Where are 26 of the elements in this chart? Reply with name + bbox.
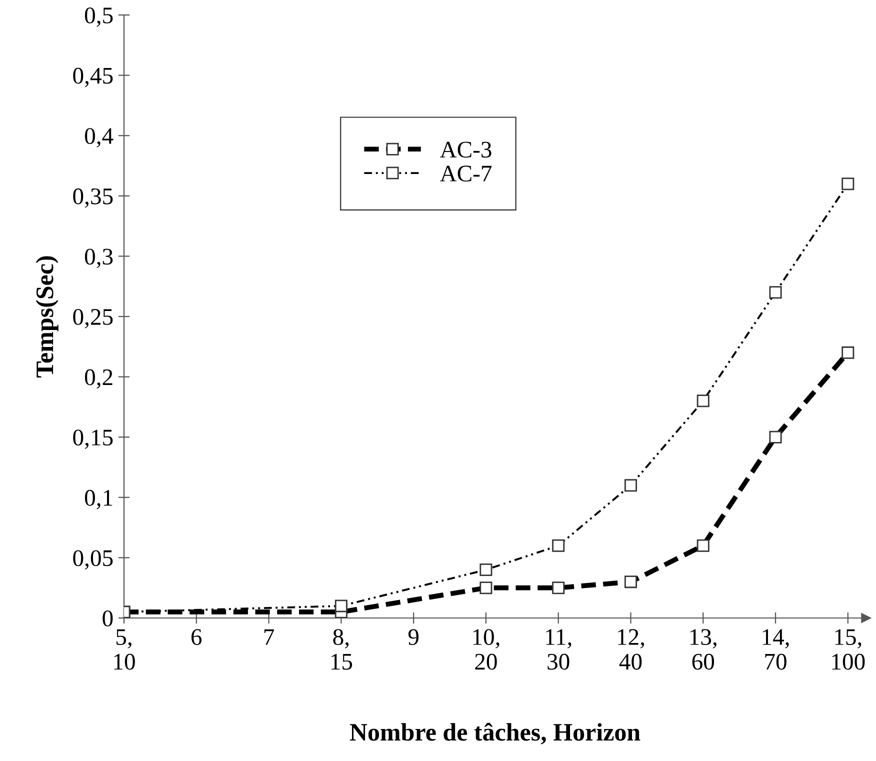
legend-label: AC-7 <box>440 166 492 182</box>
x-tick-label: 11, 30 <box>546 629 572 670</box>
y-tick-label: 0,3 <box>84 248 113 268</box>
x-tick-label: 12, 40 <box>618 629 644 670</box>
x-tick-label: 5, 10 <box>114 629 135 670</box>
y-tick-label: 0,5 <box>84 7 113 27</box>
y-axis-title: Temps(Sec) <box>36 256 58 378</box>
y-tick-label: 0,4 <box>84 128 114 148</box>
x-axis-title: Nombre de tâches, Horizon <box>350 722 640 744</box>
y-tick-label: 0,2 <box>84 369 112 389</box>
x-tick-label: 15, 100 <box>832 629 865 670</box>
y-tick-label: 0,45 <box>73 68 113 88</box>
x-tick-label: 10, 20 <box>473 629 500 670</box>
y-tick-label: 0,1 <box>84 490 112 510</box>
x-tick-label: 8, 15 <box>331 629 352 670</box>
x-tick-label: 9 <box>408 629 418 646</box>
y-tick-label: 0 <box>102 610 113 626</box>
y-tick-label: 0,25 <box>73 308 113 328</box>
y-tick-label: 0,35 <box>73 188 113 208</box>
x-tick-label: 6 <box>192 629 202 646</box>
y-tick-label: 0,05 <box>73 550 113 570</box>
legend-label: AC-3 <box>440 142 492 158</box>
x-tick-label: 7 <box>264 629 274 645</box>
y-tick-label: 0,15 <box>73 430 113 449</box>
x-tick-label: 14, 70 <box>762 629 789 670</box>
x-tick-label: 13, 60 <box>690 629 716 670</box>
